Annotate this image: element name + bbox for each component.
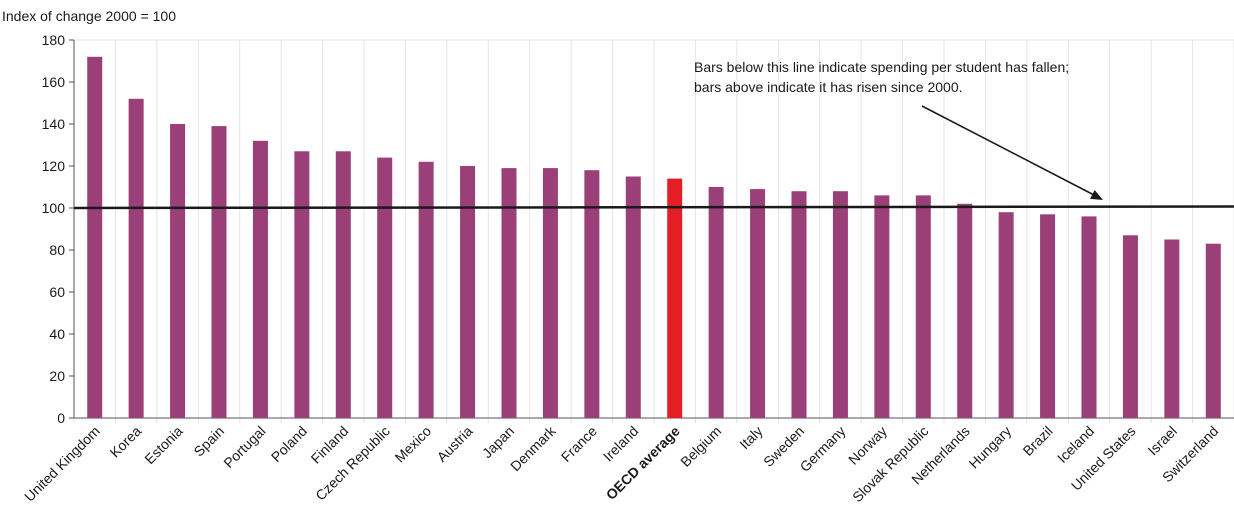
bar bbox=[1122, 235, 1138, 418]
vertical-grid bbox=[73, 39, 1234, 423]
x-tick-label: OECD average bbox=[603, 423, 683, 503]
y-tick-label: 20 bbox=[49, 368, 65, 384]
bar bbox=[170, 124, 186, 418]
bars bbox=[87, 56, 1221, 419]
y-tick-label: 180 bbox=[42, 32, 66, 48]
bar bbox=[1081, 216, 1097, 418]
x-tick-label: Germany bbox=[797, 423, 849, 475]
reference-line-100 bbox=[73, 205, 1234, 210]
bar bbox=[957, 203, 973, 418]
bar bbox=[1205, 243, 1221, 418]
x-tick-label: Israel bbox=[1144, 423, 1180, 459]
x-tick-label: Korea bbox=[107, 423, 145, 461]
x-tick-label: Denmark bbox=[507, 422, 559, 474]
bar bbox=[1164, 239, 1180, 418]
bar bbox=[791, 191, 807, 418]
y-tick-label: 0 bbox=[57, 410, 65, 426]
bar bbox=[252, 140, 268, 419]
x-tick-label: Portugal bbox=[220, 423, 268, 471]
x-tick-label: Austria bbox=[434, 423, 476, 465]
y-tick-label: 60 bbox=[49, 284, 65, 300]
x-tick-label: Poland bbox=[268, 423, 310, 465]
y-tick-label: 40 bbox=[49, 326, 65, 342]
bar bbox=[1040, 214, 1056, 418]
bar bbox=[874, 195, 890, 418]
bar bbox=[418, 161, 434, 419]
x-tick-label: Belgium bbox=[677, 423, 724, 470]
bar bbox=[584, 170, 600, 418]
bar bbox=[335, 151, 351, 419]
bar bbox=[294, 151, 310, 419]
y-tick-label: 160 bbox=[42, 74, 66, 90]
x-tick-label: Spain bbox=[190, 423, 227, 460]
bar bbox=[667, 178, 683, 418]
x-tick-label: Mexico bbox=[392, 423, 435, 466]
annotation-arrow bbox=[921, 105, 1103, 200]
y-axis: 0 20 40 60 80 100 120 140 160 180 bbox=[42, 32, 1234, 426]
bar bbox=[128, 98, 144, 419]
x-tick-label: United Kingdom bbox=[21, 423, 103, 505]
bar bbox=[542, 168, 558, 418]
bar bbox=[377, 157, 393, 418]
x-tick-label: Hungary bbox=[966, 423, 1015, 472]
bar bbox=[211, 126, 227, 418]
x-tick-label: Italy bbox=[736, 423, 765, 452]
bar bbox=[625, 176, 641, 418]
x-tick-label: France bbox=[558, 423, 600, 465]
bar bbox=[87, 56, 103, 419]
annotation: Bars below this line indicate spending p… bbox=[694, 59, 1069, 95]
bar bbox=[998, 212, 1014, 418]
y-tick-label: 80 bbox=[49, 242, 65, 258]
annotation-line-2: bars above indicate it has risen since 2… bbox=[694, 79, 963, 95]
x-tick-label: Czech Republic bbox=[312, 423, 393, 504]
y-tick-label: 100 bbox=[42, 200, 66, 216]
y-tick-label: 140 bbox=[42, 116, 66, 132]
bar bbox=[460, 166, 476, 418]
annotation-line-1: Bars below this line indicate spending p… bbox=[694, 59, 1069, 75]
bar bbox=[915, 195, 931, 418]
bar bbox=[501, 168, 517, 418]
y-tick-label: 120 bbox=[42, 158, 66, 174]
x-tick-label: Japan bbox=[479, 423, 517, 461]
arrow-head bbox=[1090, 190, 1103, 200]
bar bbox=[708, 187, 724, 418]
bar bbox=[832, 191, 848, 418]
y-axis-label: Index of change 2000 = 100 bbox=[2, 8, 176, 24]
bar bbox=[750, 189, 766, 418]
x-tick-label: Brazil bbox=[1020, 423, 1056, 459]
arrow-shaft bbox=[921, 105, 1095, 196]
x-tick-label: Estonia bbox=[141, 423, 185, 467]
